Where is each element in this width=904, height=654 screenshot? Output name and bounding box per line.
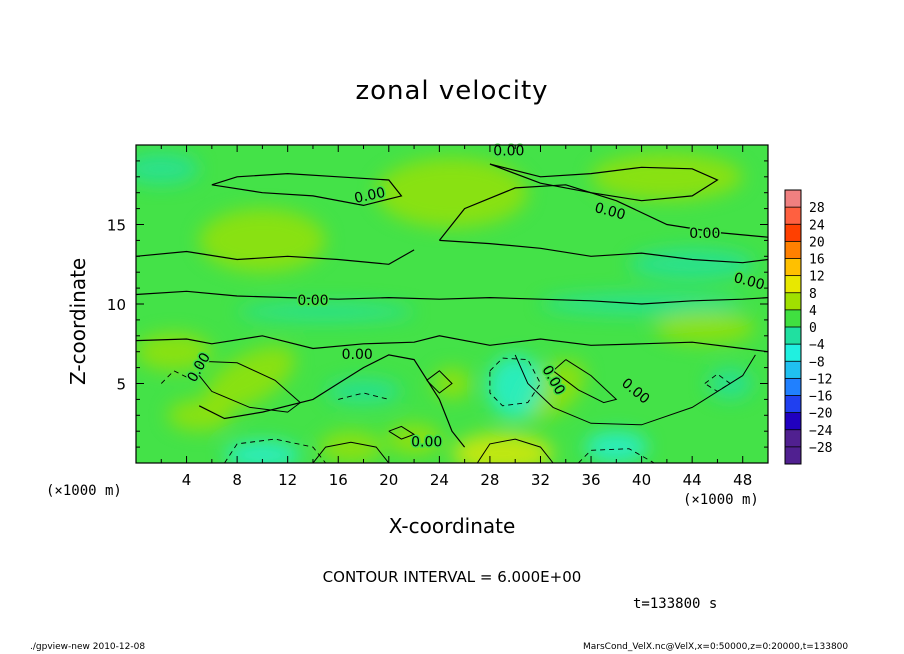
x-tick-label: 8 bbox=[232, 471, 242, 489]
colorbar-swatch bbox=[785, 361, 801, 379]
x-axis-label: X-coordinate bbox=[388, 514, 516, 538]
colorbar-swatch bbox=[785, 241, 801, 259]
contour-line bbox=[136, 335, 768, 353]
contour-line bbox=[198, 354, 466, 448]
colorbar-label: 8 bbox=[809, 287, 817, 302]
colorbar-swatch bbox=[785, 378, 801, 396]
contour-interval-text: CONTOUR INTERVAL = 6.000E+00 bbox=[322, 568, 582, 586]
colorbar-swatch bbox=[785, 395, 801, 413]
colorbar-label: 28 bbox=[809, 201, 825, 216]
contour-line bbox=[312, 441, 390, 463]
x-tick-label: 44 bbox=[683, 471, 702, 489]
contour-line bbox=[489, 357, 542, 407]
colorbar-label: −28 bbox=[809, 441, 832, 456]
contour-line bbox=[211, 172, 403, 207]
contour-line bbox=[198, 360, 302, 413]
footer-right: MarsCond_VelX.nc@VelX,x=0:50000,z=0:2000… bbox=[583, 642, 849, 652]
colorbar-label: 24 bbox=[809, 218, 825, 233]
contour-line bbox=[426, 370, 453, 394]
colorbar-swatch bbox=[785, 292, 801, 311]
x-tick-label: 16 bbox=[329, 471, 348, 489]
colorbar-swatch bbox=[785, 446, 801, 465]
chart-title: zonal velocity bbox=[355, 76, 549, 106]
x-tick-label: 48 bbox=[733, 471, 752, 489]
colorbar-swatch bbox=[785, 309, 801, 328]
colorbar-label: −4 bbox=[809, 338, 825, 353]
colorbar-swatch bbox=[785, 344, 801, 362]
colorbar-swatch bbox=[785, 429, 801, 448]
colorbar-swatch bbox=[785, 190, 801, 208]
x-tick-label: 4 bbox=[182, 471, 192, 489]
contour-label: 0.00 bbox=[493, 143, 524, 159]
colorbar-label: −8 bbox=[809, 355, 825, 370]
contour-label: 0.00 bbox=[297, 293, 328, 309]
colorbar-label: −20 bbox=[809, 407, 832, 422]
y-axis-label: Z-coordinate bbox=[66, 257, 90, 385]
x-tick-label: 28 bbox=[480, 471, 499, 489]
contour-label: 0.00 bbox=[689, 226, 720, 242]
colorbar-label: 12 bbox=[809, 270, 825, 285]
x-tick-label: 32 bbox=[531, 471, 550, 489]
colorbar-label: 4 bbox=[809, 304, 817, 319]
colorbar-label: −16 bbox=[809, 390, 832, 405]
colorbar-label: 20 bbox=[809, 235, 825, 250]
x-tick-label: 12 bbox=[278, 471, 297, 489]
colorbar-label: −24 bbox=[809, 424, 833, 439]
x-tick-label: 36 bbox=[581, 471, 600, 489]
contour-line bbox=[160, 370, 187, 384]
colorbar-swatch bbox=[785, 327, 801, 345]
contour-line bbox=[388, 425, 416, 440]
y-tick-label: 5 bbox=[116, 376, 126, 394]
colorbar-swatch bbox=[785, 258, 801, 276]
contour-line bbox=[439, 239, 768, 264]
x-tick-label: 24 bbox=[430, 471, 449, 489]
colorbar-swatch bbox=[785, 275, 801, 294]
contour-field bbox=[136, 145, 768, 463]
contour-line bbox=[704, 373, 731, 392]
contour-line bbox=[578, 448, 655, 463]
footer-left: ./gpview-new 2010-12-08 bbox=[30, 642, 146, 652]
y-tick-label: 10 bbox=[107, 296, 126, 314]
colorbar-label: 16 bbox=[809, 253, 825, 268]
contour-line bbox=[489, 163, 719, 202]
x-axis-unit: (×1000 m) bbox=[683, 492, 759, 508]
colorbar-label: −12 bbox=[809, 372, 832, 387]
x-tick-label: 40 bbox=[632, 471, 651, 489]
y-axis-unit: (×1000 m) bbox=[46, 483, 122, 499]
contour-label: 0.00 bbox=[411, 434, 442, 450]
colorbar-swatch bbox=[785, 207, 801, 225]
x-tick-label: 20 bbox=[379, 471, 398, 489]
contour-line bbox=[136, 290, 768, 305]
contour-line bbox=[136, 249, 415, 265]
colorbar-swatch bbox=[785, 412, 801, 431]
y-tick-label: 15 bbox=[107, 217, 126, 235]
contour-line bbox=[514, 354, 756, 426]
contour-label: 0.00 bbox=[342, 347, 373, 363]
contour-line bbox=[552, 359, 618, 404]
contour-line bbox=[476, 438, 554, 463]
colorbar-swatch bbox=[785, 224, 801, 242]
time-label: t=133800 s bbox=[633, 596, 718, 612]
colorbar-label: 0 bbox=[809, 321, 817, 336]
